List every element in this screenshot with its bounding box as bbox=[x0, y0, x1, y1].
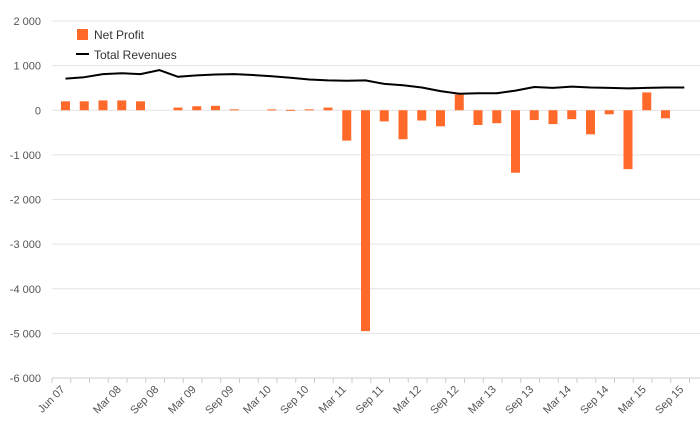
x-tick-label: Sep 08 bbox=[128, 384, 161, 417]
net-profit-bar bbox=[98, 100, 108, 111]
net-profit-bar bbox=[136, 101, 145, 111]
net-profit-bar bbox=[61, 101, 70, 111]
net-profit-bar bbox=[492, 110, 502, 124]
y-tick-label: -5 000 bbox=[10, 328, 41, 340]
net-profit-bar bbox=[548, 110, 558, 125]
legend-label-total-revenues: Total Revenues bbox=[94, 48, 177, 62]
x-tick-label: Sep 13 bbox=[503, 384, 536, 417]
y-axis: 2 000 1 000 0 -1 000 -2 000 -3 000 -4 000 -5 00… bbox=[10, 16, 41, 385]
x-tick-label: Sep 12 bbox=[428, 384, 461, 417]
x-tick-label: Mar 09 bbox=[166, 384, 199, 417]
x-tick-label: Sep 09 bbox=[203, 384, 236, 417]
net-profit-bar bbox=[229, 109, 239, 111]
net-profit-bar bbox=[361, 110, 370, 332]
net-profit-bar bbox=[511, 110, 520, 173]
y-tick-label: 1 000 bbox=[13, 61, 41, 73]
net-profit-bar bbox=[567, 110, 577, 120]
net-profit-bar bbox=[661, 110, 670, 119]
gridlines bbox=[52, 20, 700, 379]
y-tick-label: -6 000 bbox=[10, 373, 41, 385]
x-tick-label: Sep 11 bbox=[354, 384, 387, 417]
x-tick-label: Mar 15 bbox=[616, 384, 649, 417]
net-profit-bar bbox=[529, 110, 539, 121]
legend-label-net-profit: Net Profit bbox=[94, 28, 145, 42]
y-tick-label: -2 000 bbox=[10, 195, 41, 207]
net-profit-bar bbox=[473, 110, 483, 125]
net-profit-bar bbox=[117, 100, 127, 111]
x-tick-label: Mar 11 bbox=[317, 384, 349, 416]
x-tick-label: Mar 13 bbox=[466, 384, 499, 417]
y-tick-label: -3 000 bbox=[10, 239, 41, 251]
net-profit-bar bbox=[398, 110, 408, 140]
x-axis: Jun 07 Mar 08 Sep 08 Mar 09 Sep 09 Mar 10 Sep … bbox=[36, 377, 700, 417]
y-tick-label: 2 000 bbox=[13, 16, 41, 28]
net-profit-bar bbox=[323, 107, 333, 111]
y-tick-label: 0 bbox=[35, 105, 41, 117]
net-profit-bar bbox=[454, 94, 464, 111]
x-tick-label: Sep 14 bbox=[578, 384, 611, 417]
net-profit-bar bbox=[623, 110, 633, 170]
x-tick-label: Sep 15 bbox=[653, 384, 686, 417]
x-tick-label: Jun 07 bbox=[36, 384, 68, 416]
y-tick-label: -4 000 bbox=[10, 284, 41, 296]
net-profit-bar bbox=[586, 110, 595, 135]
x-tick-label: Mar 14 bbox=[541, 384, 574, 417]
x-tick-label: Mar 08 bbox=[91, 384, 124, 417]
total-revenues-line bbox=[65, 69, 685, 95]
net-profit-bar bbox=[286, 109, 295, 111]
net-profit-bar bbox=[604, 110, 614, 115]
net-profit-bar bbox=[642, 92, 652, 111]
net-profit-bars bbox=[61, 92, 670, 332]
net-profit-bar bbox=[304, 109, 314, 111]
y-tick-label: -1 000 bbox=[10, 150, 41, 162]
net-profit-bar bbox=[173, 107, 183, 111]
legend-swatch-net-profit bbox=[77, 29, 88, 40]
net-profit-bar bbox=[211, 105, 220, 111]
net-profit-bar bbox=[342, 110, 352, 141]
legend: Net Profit Total Revenues bbox=[76, 28, 177, 62]
x-tick-label: Mar 10 bbox=[241, 384, 274, 417]
net-profit-bar bbox=[417, 110, 427, 121]
total-revenues-line-group bbox=[65, 69, 685, 95]
x-tick-label: Sep 10 bbox=[278, 384, 311, 417]
net-profit-bar bbox=[192, 106, 202, 111]
x-tick-label: Mar 12 bbox=[391, 384, 424, 417]
net-profit-bar bbox=[379, 110, 389, 122]
net-profit-bar bbox=[79, 101, 89, 111]
net-profit-bar bbox=[267, 109, 277, 111]
net-profit-bar bbox=[436, 110, 445, 127]
